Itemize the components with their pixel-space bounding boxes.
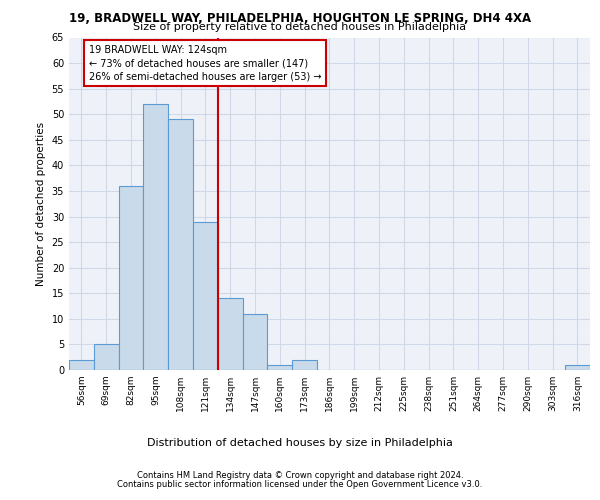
Text: 19, BRADWELL WAY, PHILADELPHIA, HOUGHTON LE SPRING, DH4 4XA: 19, BRADWELL WAY, PHILADELPHIA, HOUGHTON…	[69, 12, 531, 26]
Bar	[69, 360, 94, 370]
Bar	[292, 360, 317, 370]
Y-axis label: Number of detached properties: Number of detached properties	[36, 122, 46, 286]
Text: Contains HM Land Registry data © Crown copyright and database right 2024.: Contains HM Land Registry data © Crown c…	[137, 471, 463, 480]
Bar	[193, 222, 218, 370]
Text: 19 BRADWELL WAY: 124sqm
← 73% of detached houses are smaller (147)
26% of semi-d: 19 BRADWELL WAY: 124sqm ← 73% of detache…	[89, 45, 322, 82]
Text: Contains public sector information licensed under the Open Government Licence v3: Contains public sector information licen…	[118, 480, 482, 489]
Bar	[143, 104, 168, 370]
Bar	[565, 365, 590, 370]
Bar	[268, 365, 292, 370]
Text: Size of property relative to detached houses in Philadelphia: Size of property relative to detached ho…	[133, 22, 467, 32]
Bar	[218, 298, 242, 370]
Bar	[168, 120, 193, 370]
Bar	[242, 314, 268, 370]
Bar	[119, 186, 143, 370]
Text: Distribution of detached houses by size in Philadelphia: Distribution of detached houses by size …	[147, 438, 453, 448]
Bar	[94, 344, 119, 370]
